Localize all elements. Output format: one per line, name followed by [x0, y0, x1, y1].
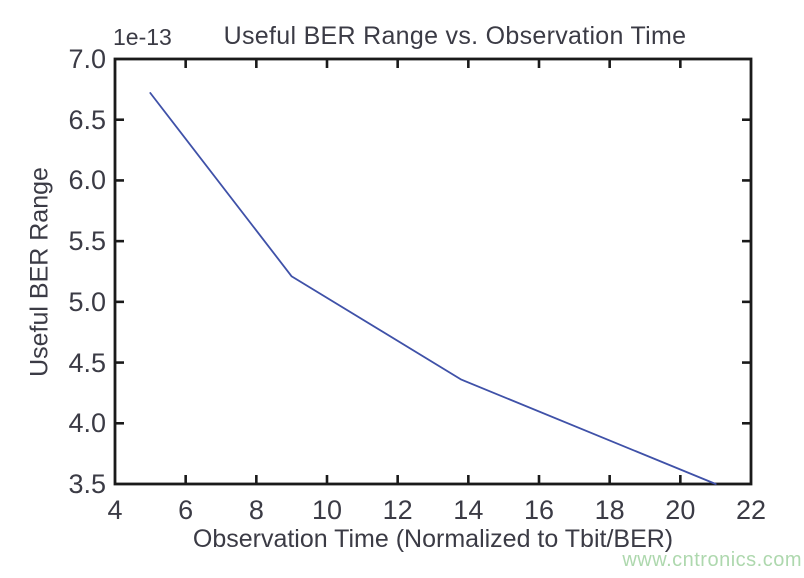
y-tick-label: 3.5 [68, 469, 106, 499]
y-tick-label: 4.5 [68, 347, 106, 378]
y-tick-label: 5.0 [68, 286, 106, 317]
x-tick-label: 16 [523, 495, 555, 525]
x-axis-label: Observation Time (Normalized to Tbit/BER… [192, 525, 674, 553]
chart-title: Useful BER Range vs. Observation Time [223, 22, 687, 50]
y-tick-label: 7.0 [68, 44, 106, 74]
x-tick-label: 10 [311, 495, 343, 525]
y-axis-offset-label: 1e-13 [113, 24, 172, 50]
y-tick-label: 4.0 [68, 408, 106, 439]
y-tick-label: 5.5 [68, 226, 106, 257]
y-tick-label: 6.5 [68, 104, 106, 135]
x-tick-label: 8 [248, 495, 264, 525]
x-tick-label: 12 [382, 495, 413, 525]
axes-frame [113, 57, 753, 486]
x-tick-label: 6 [178, 495, 194, 525]
y-tick-label: 6.0 [68, 165, 106, 196]
y-axis-label: Useful BER Range [25, 167, 54, 377]
x-tick-label: 18 [594, 495, 625, 525]
x-tick-label: 20 [665, 495, 696, 525]
x-tick-label: 14 [453, 495, 484, 525]
x-tick-label: 22 [735, 495, 767, 525]
watermark-text: www.cntronics.com [622, 549, 802, 571]
ber-line-series [149, 92, 717, 485]
x-tick-label: 4 [107, 495, 123, 525]
axis-ticks [115, 59, 751, 484]
